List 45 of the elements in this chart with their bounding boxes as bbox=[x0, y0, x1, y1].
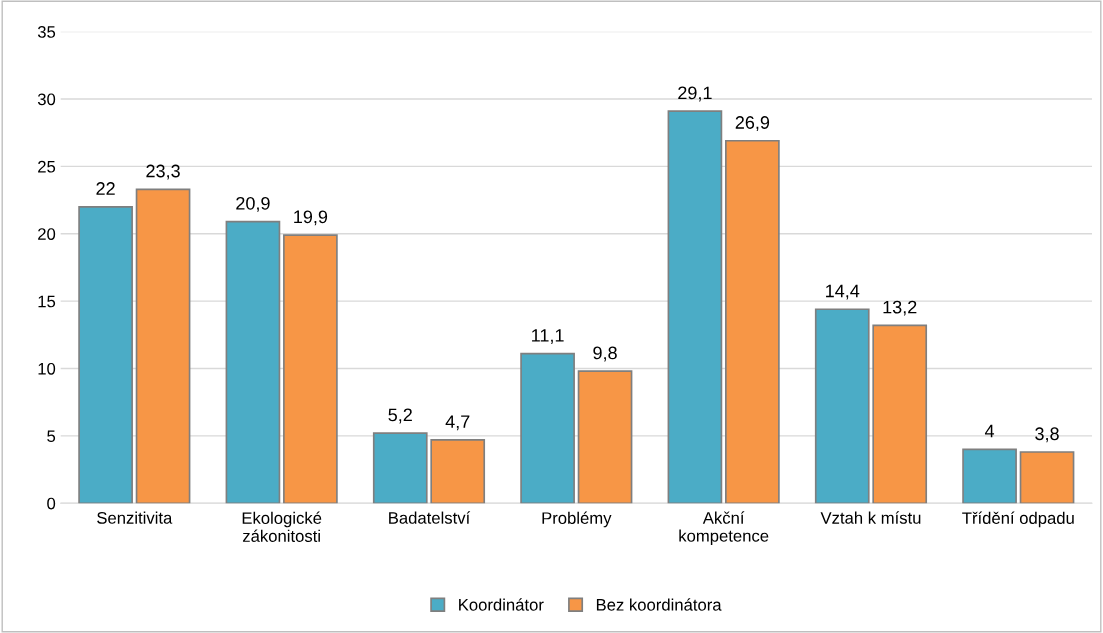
data-label: 5,2 bbox=[388, 408, 412, 424]
data-label: 4 bbox=[984, 424, 995, 438]
legend-label: Bez koordinátora bbox=[596, 598, 722, 611]
data-label: 26,9 bbox=[735, 116, 770, 132]
data-label: 11,1 bbox=[532, 329, 564, 344]
y-tick-label: 5 bbox=[47, 430, 56, 443]
y-tick-label: 15 bbox=[38, 295, 56, 308]
bar bbox=[372, 432, 428, 504]
y-tick-label: 0 bbox=[47, 497, 56, 510]
y-tick-label: 30 bbox=[37, 93, 56, 106]
bar bbox=[667, 110, 723, 504]
y-tick-label: 35 bbox=[37, 26, 56, 38]
bar bbox=[725, 139, 780, 504]
legend-label: Koordinátor bbox=[459, 598, 544, 611]
data-label: 29,1 bbox=[678, 86, 712, 102]
data-label: 20,9 bbox=[236, 196, 270, 212]
data-label: 9,8 bbox=[593, 346, 617, 362]
x-tick-label: Problémy bbox=[542, 511, 612, 528]
x-tick-label: Badatelství bbox=[389, 511, 471, 524]
x-tick-label: Senzitivita bbox=[97, 511, 173, 524]
bar bbox=[1019, 451, 1075, 504]
y-tick-label: 25 bbox=[38, 160, 56, 173]
bar bbox=[872, 324, 928, 504]
data-label: 13,2 bbox=[883, 300, 917, 316]
x-tick-label: Třídění odpadu bbox=[962, 511, 1074, 528]
data-label: 19,9 bbox=[294, 210, 328, 226]
bar bbox=[577, 370, 633, 504]
x-tick-label: Akční kompetence bbox=[679, 511, 769, 546]
y-tick-label: 10 bbox=[38, 362, 56, 375]
bar bbox=[225, 220, 281, 504]
x-tick-label: Vztah k místu bbox=[820, 511, 921, 524]
bar bbox=[78, 205, 133, 504]
data-label: 4,7 bbox=[445, 415, 470, 431]
data-label: 23,3 bbox=[146, 164, 180, 180]
bar bbox=[430, 439, 486, 504]
bar bbox=[962, 448, 1017, 504]
data-label: 22 bbox=[96, 182, 115, 195]
data-label: 14,4 bbox=[826, 284, 860, 300]
data-label: 3,8 bbox=[1035, 427, 1059, 443]
bar bbox=[283, 234, 338, 504]
x-tick-label: Ekologické zákonitosti bbox=[242, 511, 322, 542]
y-tick-label: 20 bbox=[38, 228, 56, 240]
bar bbox=[814, 308, 870, 504]
bar bbox=[520, 352, 575, 504]
bar bbox=[135, 188, 191, 504]
